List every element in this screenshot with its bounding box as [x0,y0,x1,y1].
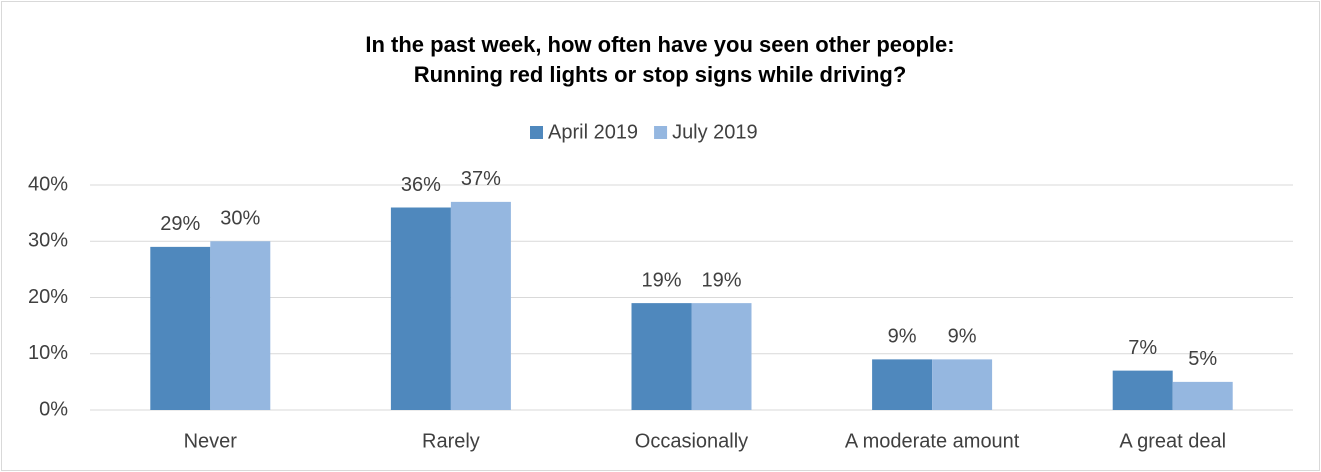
data-label: 29% [160,213,200,235]
x-tick-label: A moderate amount [845,430,1020,452]
bar [390,207,451,410]
bar [210,241,271,410]
y-tick-label: 10% [28,342,68,364]
data-label: 5% [1188,348,1217,370]
data-label: 9% [948,326,977,348]
chart-title: Running red lights or stop signs while d… [414,62,907,87]
bar [691,303,752,410]
bar [1172,381,1233,410]
bar [932,359,993,410]
y-tick-label: 0% [39,398,68,420]
data-label: 36% [401,174,441,196]
x-tick-label: Rarely [422,430,480,452]
bar [150,246,211,410]
legend-label: July 2019 [672,121,758,143]
data-label: 19% [701,269,741,291]
bar [1112,370,1173,410]
data-label: 37% [461,168,501,190]
legend-label: April 2019 [548,121,638,143]
data-label: 9% [888,326,917,348]
legend-swatch [530,126,543,139]
data-label: 7% [1128,337,1157,359]
y-tick-label: 20% [28,286,68,308]
data-label: 19% [641,269,681,291]
y-tick-label: 40% [28,173,68,195]
legend-swatch [654,126,668,139]
bar [872,359,933,410]
x-tick-label: A great deal [1119,430,1226,452]
bar [631,303,692,410]
bar [450,201,511,410]
x-tick-label: Occasionally [635,430,748,452]
data-label: 30% [220,208,260,230]
chart-title: In the past week, how often have you see… [365,32,954,57]
x-tick-label: Never [184,430,238,452]
y-tick-label: 30% [28,230,68,252]
